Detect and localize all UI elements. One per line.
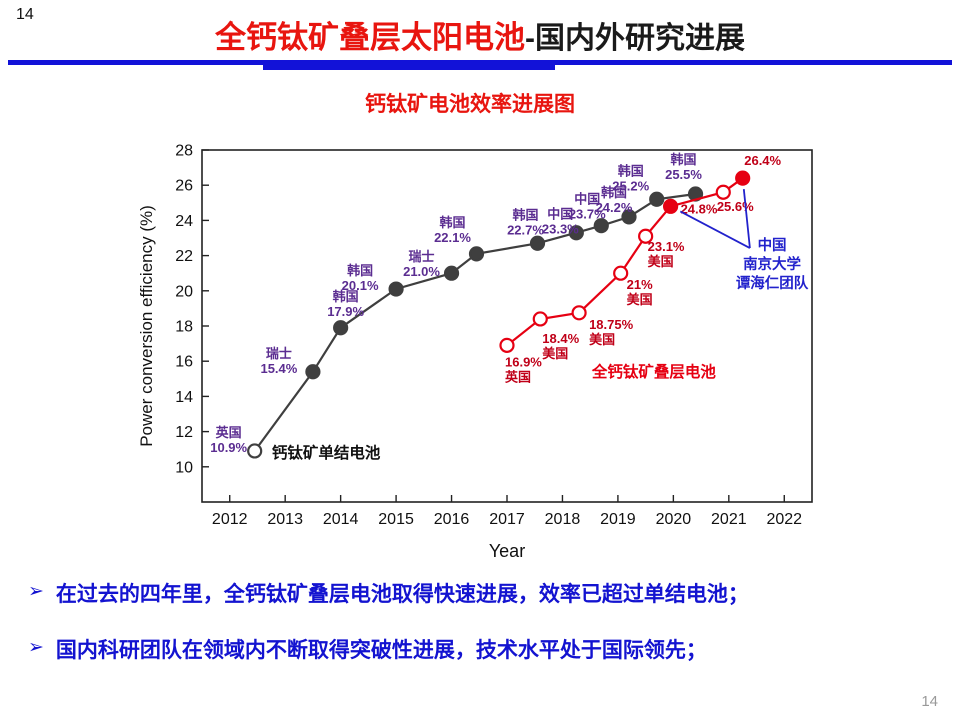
title-underline (8, 60, 952, 65)
efficiency-chart: 2012 2013 2014 2015 2016 2017 2018 2019 2020 2021… (137, 143, 813, 561)
data-point (333, 320, 349, 336)
y-tick-label: 22 (175, 248, 193, 265)
point-label: 韩国 22.1% (434, 215, 471, 245)
annotation-text: 中国南京大学谭海仁团队 (736, 236, 809, 292)
point-label: 16.9%英国 (504, 354, 542, 384)
x-tick-label: 2012 (212, 511, 248, 528)
y-tick-label: 14 (175, 389, 193, 406)
series-caption-0: 钙钛矿单结电池 (272, 443, 381, 462)
y-tick-label: 28 (175, 143, 193, 160)
point-label: 韩国 20.1% (342, 263, 379, 293)
data-point (305, 364, 321, 380)
data-point (568, 225, 584, 241)
y-tick-label: 24 (175, 213, 193, 230)
x-tick-label: 2015 (378, 511, 414, 528)
y-axis-title: Power conversion efficiency (%) (137, 205, 156, 447)
point-label: 25.6% (717, 199, 754, 214)
point-label: 韩国 22.7% (507, 207, 544, 237)
point-label: 26.4% (744, 153, 781, 168)
y-tick-label: 18 (175, 319, 193, 336)
bullet-arrow-icon: ➢ (28, 581, 44, 602)
x-tick-label: 2014 (323, 511, 359, 528)
data-point (468, 246, 485, 262)
y-tick-label: 26 (175, 178, 193, 195)
y-tick-label: 20 (175, 283, 193, 300)
data-point (735, 170, 751, 186)
point-label: 23.1%美国 (648, 239, 685, 269)
x-tick-label: 2017 (489, 511, 525, 528)
data-point (571, 305, 587, 321)
callout-line (679, 210, 751, 249)
point-label: 18.75%美国 (589, 317, 634, 347)
x-axis-title: Year (489, 541, 525, 561)
point-label: 瑞士 21.0% (403, 249, 440, 279)
x-tick-label: 2020 (656, 511, 692, 528)
x-tick-label: 2013 (267, 511, 303, 528)
x-tick-label: 2022 (766, 511, 802, 528)
slide-title: 全钙钛矿叠层太阳电池-国内外研究进展 (0, 12, 960, 57)
data-point (638, 228, 654, 244)
bullet-text-1: 在过去的四年里，全钙钛矿叠层电池取得快速进展，效率已超过单结电池； (55, 583, 749, 606)
point-label: 英国 10.9% (210, 425, 247, 455)
point-label: 中国 23.7% (569, 192, 606, 222)
point-label: 21%美国 (627, 277, 653, 307)
data-point (649, 191, 665, 207)
point-label: 韩国 17.9% (327, 289, 364, 319)
y-tick-label: 12 (175, 424, 193, 441)
point-label: 韩国 24.2% (596, 185, 633, 215)
y-tick-label: 16 (175, 354, 193, 371)
page-number-bottom: 14 (921, 693, 938, 710)
data-point (499, 337, 515, 353)
point-label: 韩国 25.2% (612, 163, 649, 193)
data-point (247, 443, 263, 459)
point-label: 瑞士 15.4% (260, 346, 297, 376)
page-number-top: 14 (16, 6, 34, 23)
point-label: 中国 23.3% (542, 207, 579, 237)
data-point (593, 218, 609, 234)
data-point (613, 265, 629, 281)
point-label: 韩国 25.5% (665, 152, 702, 182)
data-point (532, 311, 548, 327)
data-point (529, 235, 546, 251)
title-underline-accent (263, 64, 555, 70)
data-point (621, 209, 637, 225)
data-point (662, 198, 679, 214)
x-tick-label: 2021 (711, 511, 747, 528)
bullet-item-1: ➢ 在过去的四年里，全钙钛矿叠层电池取得快速进展，效率已超过单结电池； (28, 578, 943, 608)
x-tick-label: 2016 (434, 511, 470, 528)
chart-title: 钙钛矿电池效率进展图 (365, 93, 575, 116)
point-label: 18.4%美国 (542, 331, 579, 361)
slide-title-red: 全钙钛矿叠层太阳电池 (215, 20, 525, 55)
data-point (715, 184, 731, 200)
series-caption-1: 全钙钛矿叠层电池 (591, 362, 717, 381)
data-point (388, 281, 404, 297)
x-tick-label: 2018 (545, 511, 581, 528)
y-tick-label: 10 (175, 459, 193, 476)
bullet-text-2: 国内科研团队在领域内不断取得突破性进展，技术水平处于国际领先； (55, 639, 707, 662)
bullet-list: ➢ 在过去的四年里，全钙钛矿叠层电池取得快速进展，效率已超过单结电池； ➢ 国内… (28, 578, 943, 690)
bullet-item-2: ➢ 国内科研团队在领域内不断取得突破性进展，技术水平处于国际领先； (28, 634, 943, 664)
data-point (443, 265, 460, 281)
slide-title-dark: -国内外研究进展 (525, 22, 745, 55)
bullet-arrow-icon: ➢ (28, 637, 44, 658)
point-label: 24.8% (681, 201, 718, 216)
x-tick-label: 2019 (600, 511, 636, 528)
callout-line (742, 189, 751, 249)
